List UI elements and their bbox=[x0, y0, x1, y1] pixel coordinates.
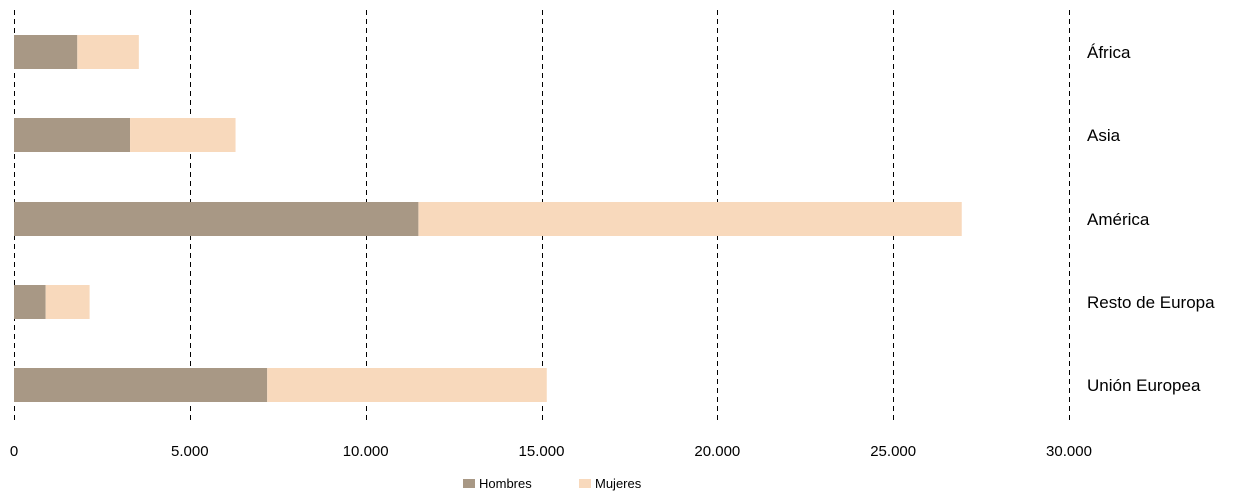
bars bbox=[14, 35, 962, 402]
x-axis: 0 5.000 10.000 15.000 20.000 25.000 30.000 bbox=[10, 443, 1092, 460]
x-tick-label: 10.000 bbox=[343, 443, 389, 460]
bar-hombres-3 bbox=[14, 285, 46, 319]
x-tick-label: 25.000 bbox=[870, 443, 916, 460]
bar-mujeres-4 bbox=[267, 368, 547, 402]
legend-label: Mujeres bbox=[595, 476, 642, 491]
x-tick-label: 30.000 bbox=[1046, 443, 1092, 460]
category-label: Unión Europea bbox=[1087, 376, 1201, 395]
legend-label: Hombres bbox=[479, 476, 532, 491]
legend: Hombres Mujeres bbox=[463, 476, 642, 491]
bar-mujeres-0 bbox=[77, 35, 139, 69]
x-tick-label: 5.000 bbox=[171, 443, 209, 460]
legend-swatch-mujeres bbox=[579, 479, 591, 488]
bar-hombres-2 bbox=[14, 202, 419, 236]
bar-hombres-1 bbox=[14, 118, 131, 152]
bar-mujeres-2 bbox=[418, 202, 962, 236]
category-label: Asia bbox=[1087, 126, 1121, 145]
category-label: África bbox=[1087, 43, 1131, 62]
legend-swatch-hombres bbox=[463, 479, 475, 488]
bar-mujeres-3 bbox=[45, 285, 90, 319]
category-label: América bbox=[1087, 210, 1150, 229]
x-tick-label: 0 bbox=[10, 443, 18, 460]
bar-hombres-0 bbox=[14, 35, 78, 69]
x-tick-label: 15.000 bbox=[519, 443, 565, 460]
bar-mujeres-1 bbox=[130, 118, 236, 152]
bar-hombres-4 bbox=[14, 368, 268, 402]
category-labels: África Asia América Resto de Europa Unión Eu… bbox=[1087, 43, 1215, 395]
x-tick-label: 20.000 bbox=[694, 443, 740, 460]
category-label: Resto de Europa bbox=[1087, 293, 1215, 312]
